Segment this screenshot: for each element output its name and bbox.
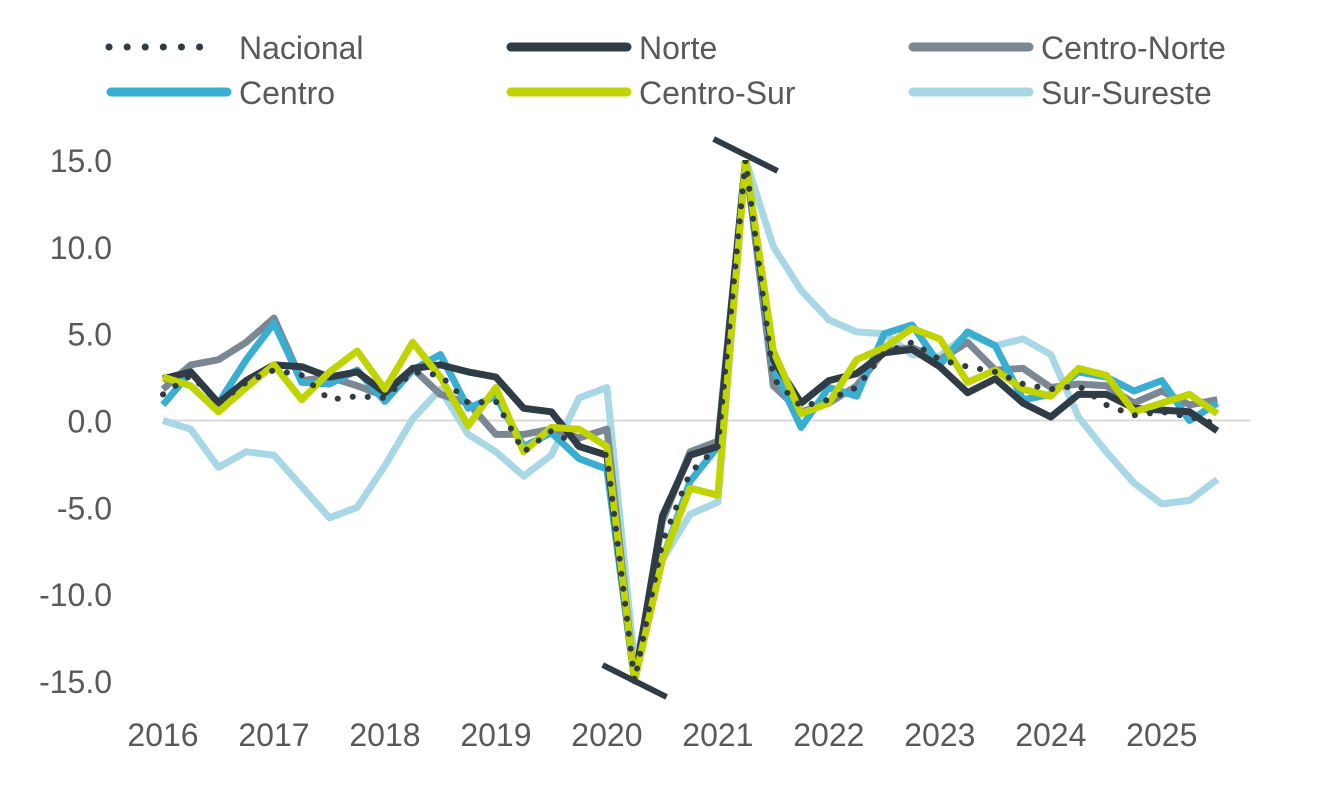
x-tick-label: 2018 [349,717,420,753]
x-tick-label: 2025 [1126,717,1197,753]
legend-label: Sur-Sureste [1041,75,1212,111]
legend-item: Centro [106,75,335,111]
legend-item: Norte [506,30,717,66]
series-line-nacional [160,160,1221,684]
x-tick-label: 2022 [793,717,864,753]
x-axis: 2016 2017 2018 2019 2020 2021 2022 2023 2024 2025 [127,717,1197,753]
legend-label: Centro [239,75,335,111]
plot-area [160,160,1221,685]
legend-label: Centro-Norte [1041,30,1226,66]
legend-item: Sur-Sureste [908,75,1212,111]
legend: Nacional Norte Centro-Norte Centro Centro-Su… [105,30,1226,111]
axis-break-mark-bottom [601,662,668,700]
legend-label: Nacional [239,30,364,66]
x-tick-label: 2016 [127,717,198,753]
y-axis: 15.0 10.0 5.0 0.0 -5.0 -10.0 -15.0 [39,143,112,700]
y-tick-label: -15.0 [39,664,112,700]
x-tick-label: 2023 [904,717,975,753]
y-tick-label: -10.0 [39,577,112,613]
series-line-norte [162,160,1220,685]
series-line-sur-sureste [161,160,1220,668]
y-tick-label: 15.0 [50,143,112,179]
x-tick-label: 2017 [238,717,309,753]
x-tick-label: 2021 [682,717,753,753]
axis-break-mark-top [712,136,779,174]
y-tick-label: -5.0 [57,490,112,526]
legend-label: Centro-Sur [639,75,796,111]
x-tick-label: 2019 [460,717,531,753]
y-tick-label: 0.0 [68,404,112,440]
series-line-centro-sur [161,160,1220,685]
legend-item: Nacional [105,30,364,66]
x-tick-label: 2024 [1015,717,1086,753]
axis-break-marks [601,136,779,700]
legend-label: Norte [639,30,717,66]
y-tick-label: 10.0 [50,230,112,266]
y-tick-label: 5.0 [68,317,112,353]
legend-item: Centro-Norte [908,30,1226,66]
x-tick-label: 2020 [571,717,642,753]
legend-item: Centro-Sur [506,75,796,111]
